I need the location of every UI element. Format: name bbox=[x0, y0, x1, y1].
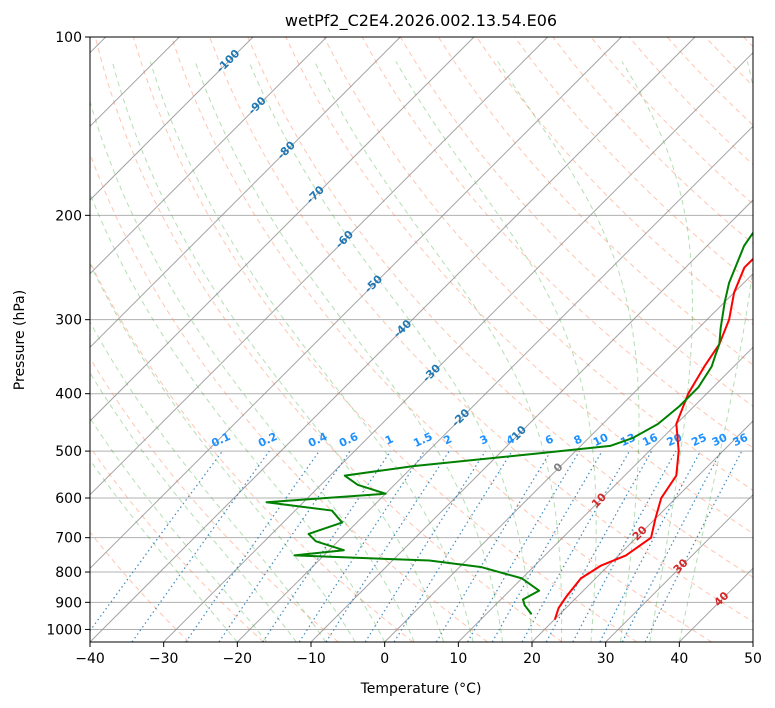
dry-adiabat-line bbox=[171, 37, 713, 642]
y-axis-ticks: 100 200 300 400 500 600 700 800 900 1000 bbox=[46, 30, 90, 638]
mixing-ratio-label: 25 bbox=[689, 431, 708, 449]
mixing-ratio-line bbox=[262, 450, 392, 642]
moist-adiabat-line bbox=[111, 61, 445, 642]
chart-title: wetPf2_C2E4.2026.002.13.54.E06 bbox=[285, 11, 557, 31]
isotherm-line bbox=[90, 37, 696, 642]
moist-adiabat-line bbox=[248, 61, 533, 642]
temperature-profile-line bbox=[554, 257, 753, 620]
y-tick-label: 100 bbox=[55, 30, 82, 46]
mixing-ratio-label: 36 bbox=[731, 431, 751, 449]
moist-adiabat-line bbox=[621, 61, 693, 642]
isotherm-line bbox=[90, 37, 549, 496]
x-tick-label: 10 bbox=[449, 651, 467, 667]
mixing-ratio-line bbox=[393, 450, 513, 642]
dry-adiabat-line bbox=[90, 446, 264, 642]
mixing-ratio-line bbox=[599, 450, 702, 642]
isotherm-line bbox=[90, 37, 622, 570]
x-tick-label: 30 bbox=[597, 651, 615, 667]
mixing-ratio-line bbox=[325, 450, 450, 642]
x-tick-label: −40 bbox=[75, 651, 105, 667]
moist-adiabat-line bbox=[90, 99, 415, 642]
isotherm-line bbox=[163, 51, 753, 642]
y-axis-label: Pressure (hPa) bbox=[12, 290, 28, 390]
dry-adiabat-line bbox=[209, 37, 753, 623]
moist-adiabat-line bbox=[149, 61, 474, 642]
moist-adiabats bbox=[90, 61, 753, 642]
mixing-ratio-line bbox=[572, 450, 677, 642]
moist-adiabat-line bbox=[314, 61, 563, 642]
x-tick-label: 50 bbox=[744, 651, 762, 667]
dry-adiabats bbox=[90, 37, 753, 642]
isotherm-line bbox=[90, 37, 475, 422]
isotherm-line bbox=[310, 199, 753, 642]
y-tick-label: 600 bbox=[55, 491, 82, 507]
moist-adiabat-line bbox=[678, 61, 753, 642]
mixing-ratio-line bbox=[131, 450, 270, 642]
mixing-ratio-line bbox=[466, 450, 580, 642]
mixing-ratio-label: 10 bbox=[591, 431, 611, 449]
mixing-ratio-label: 16 bbox=[640, 431, 660, 449]
dry-adiabat-line bbox=[132, 37, 638, 642]
x-tick-label: 40 bbox=[670, 651, 688, 667]
pressure-gridlines bbox=[90, 37, 753, 630]
x-axis-ticks: −40 −30 −20 −10 0 10 20 30 40 50 bbox=[75, 642, 762, 667]
dry-adiabat-line bbox=[399, 37, 753, 407]
y-tick-label: 1000 bbox=[46, 622, 82, 638]
isotherm-line bbox=[384, 272, 753, 642]
moist-adiabat-line bbox=[90, 459, 238, 642]
mixing-ratio-line bbox=[185, 450, 320, 642]
dry-adiabat-line bbox=[90, 531, 190, 642]
x-tick-label: −10 bbox=[296, 651, 326, 667]
y-tick-label: 500 bbox=[55, 444, 82, 460]
plot-frame bbox=[89, 36, 754, 643]
y-tick-label: 200 bbox=[55, 208, 82, 224]
isotherm-line bbox=[90, 37, 401, 349]
y-tick-label: 800 bbox=[55, 565, 82, 581]
isotherm-line bbox=[236, 125, 753, 642]
mixing-ratio-label: 20 bbox=[665, 431, 685, 449]
mixing-ratio-line bbox=[298, 450, 425, 642]
x-tick-label: −30 bbox=[149, 651, 179, 667]
moist-adiabat-line bbox=[90, 192, 386, 642]
isotherm-line bbox=[90, 37, 254, 201]
mixing-ratio-line bbox=[218, 450, 351, 642]
mixing-ratio-label: 30 bbox=[710, 431, 730, 449]
profile-series bbox=[265, 231, 753, 620]
x-tick-label: 0 bbox=[380, 651, 389, 667]
isotherm-line bbox=[90, 37, 328, 275]
isotherms bbox=[90, 37, 753, 642]
x-tick-label: 20 bbox=[523, 651, 541, 667]
x-tick-label: −20 bbox=[223, 651, 253, 667]
dewpoint-profile-line bbox=[265, 231, 753, 615]
dry-adiabat-line bbox=[514, 37, 753, 285]
isotherm-line bbox=[605, 493, 753, 642]
moist-adiabat-line bbox=[497, 61, 640, 642]
moist-adiabat-line bbox=[395, 61, 597, 642]
y-tick-label: 300 bbox=[55, 313, 82, 329]
isotherm-line bbox=[531, 420, 753, 642]
mixing-ratio-line bbox=[364, 450, 486, 642]
moist-adiabat-line bbox=[90, 417, 268, 642]
x-axis-label: Temperature (°C) bbox=[360, 681, 482, 697]
dry-adiabat-line bbox=[90, 152, 488, 642]
moist-adiabat-line bbox=[90, 262, 356, 642]
dry-adiabat-line bbox=[247, 37, 753, 578]
isotherm-line bbox=[457, 346, 753, 642]
y-tick-label: 400 bbox=[55, 387, 82, 403]
y-tick-label: 900 bbox=[55, 595, 82, 611]
mixing-ratio-lines bbox=[90, 450, 743, 642]
y-tick-label: 700 bbox=[55, 531, 82, 547]
dry-adiabat-line bbox=[361, 37, 753, 449]
dry-adiabat-line bbox=[94, 37, 563, 642]
mixing-ratio-line bbox=[435, 450, 552, 642]
